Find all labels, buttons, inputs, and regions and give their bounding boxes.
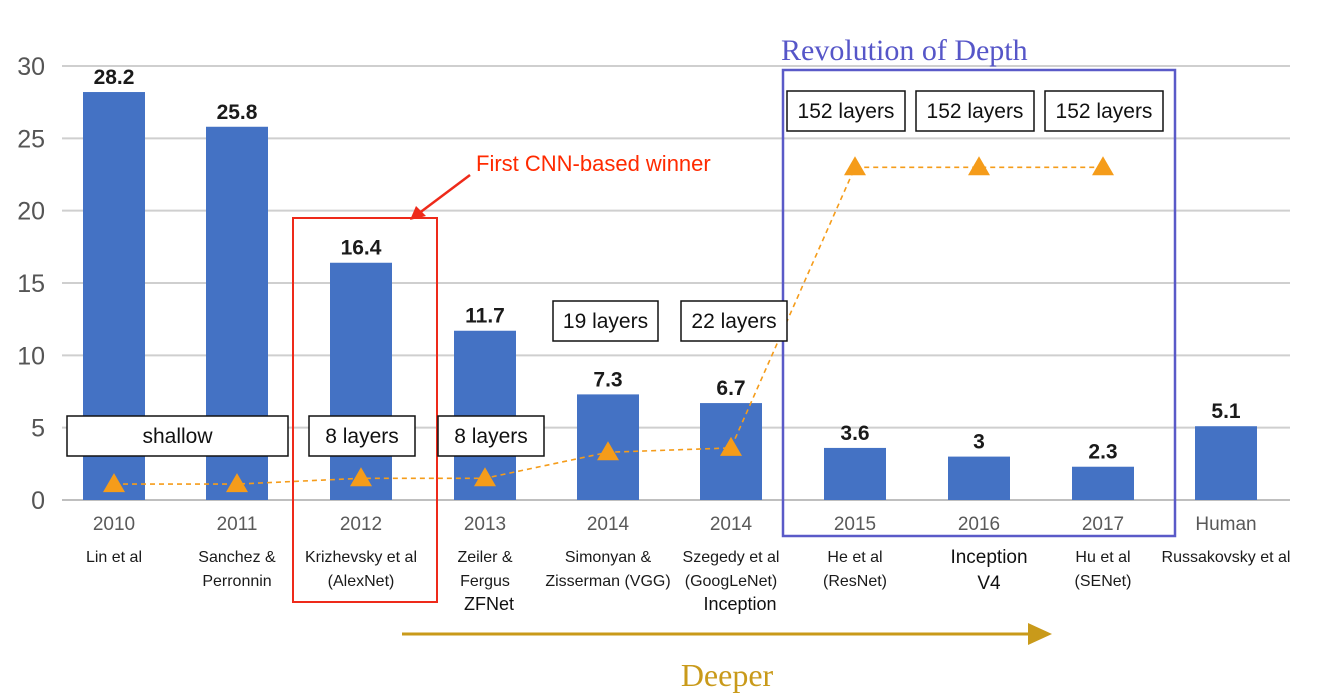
y-tick-label: 5 <box>31 415 45 443</box>
depth-marker <box>1092 156 1114 176</box>
revolution-of-depth-title: Revolution of Depth <box>781 34 1028 67</box>
x-category-label: 2014 <box>710 514 753 535</box>
depth-marker <box>968 156 990 176</box>
x-category-label: 2016 <box>958 514 1000 535</box>
bar-value-label: 2.3 <box>1088 441 1117 464</box>
first-cnn-label: First CNN-based winner <box>476 151 711 176</box>
x-model-label: Inception <box>950 547 1027 568</box>
x-author-label: Szegedy et al <box>683 549 780 566</box>
layer-count-box <box>786 90 906 132</box>
x-model-label: Inception <box>703 594 776 614</box>
bar-value-label: 11.7 <box>465 305 505 328</box>
bar <box>1195 426 1257 500</box>
depth-marker <box>720 436 742 456</box>
y-tick-label: 25 <box>17 125 45 153</box>
deeper-arrowhead <box>1028 623 1052 645</box>
layer-count-label: 8 layers <box>325 425 399 448</box>
layer-count-label: shallow <box>142 425 213 448</box>
x-author-label: Krizhevsky et al <box>305 549 417 566</box>
y-tick-label: 15 <box>17 270 45 298</box>
depth-trend-line <box>103 156 1114 493</box>
layer-count-label: 152 layers <box>1056 100 1153 123</box>
first-cnn-highlight-box <box>292 217 438 603</box>
layer-count-box <box>1044 90 1164 132</box>
x-model-label: ZFNet <box>464 594 514 614</box>
y-axis-tick-labels: 0 5 10 15 20 25 30 <box>17 53 45 515</box>
depth-marker <box>844 156 866 176</box>
bar-value-label: 7.3 <box>593 368 622 391</box>
layer-count-box <box>437 415 545 457</box>
first-cnn-arrowhead <box>410 206 426 220</box>
x-author-label: (SENet) <box>1075 573 1132 590</box>
x-author-label: Sanchez & <box>198 549 276 566</box>
bar <box>330 262 392 500</box>
x-author-label: Perronnin <box>202 573 271 590</box>
x-model-label: V4 <box>977 573 1001 594</box>
layer-count-box <box>308 415 416 457</box>
bar-value-label: 6.7 <box>716 377 745 400</box>
bar <box>1072 466 1134 500</box>
x-author-label: Russakovsky et al <box>1162 549 1291 566</box>
x-category-label: 2013 <box>464 514 506 535</box>
y-tick-label: 10 <box>17 342 45 370</box>
x-author-label: (AlexNet) <box>328 573 395 590</box>
layer-count-label: 152 layers <box>798 100 895 123</box>
x-author-label: (GoogLeNet) <box>685 573 778 590</box>
x-author-label: Hu et al <box>1075 549 1130 566</box>
x-author-label: Simonyan & <box>565 549 652 566</box>
x-author-label: Fergus <box>460 573 510 590</box>
layer-count-box <box>680 300 788 342</box>
x-category-label: 2010 <box>93 514 135 535</box>
bar-value-label: 25.8 <box>217 101 258 124</box>
layer-count-label: 152 layers <box>927 100 1024 123</box>
x-category-label: 2014 <box>587 514 630 535</box>
y-tick-label: 0 <box>31 487 45 515</box>
depth-marker <box>350 467 372 487</box>
layer-count-box <box>915 90 1035 132</box>
layer-count-label: 22 layers <box>691 310 776 333</box>
deeper-label: Deeper <box>681 657 774 693</box>
x-category-label: 2012 <box>340 514 382 535</box>
layer-count-label: 8 layers <box>454 425 528 448</box>
x-author-label: Zisserman (VGG) <box>545 573 670 590</box>
x-axis-labels: 2010 Lin et al 2011 Sanchez & Perronnin 2012 K… <box>86 514 1290 614</box>
depth-marker <box>103 473 125 493</box>
bar-value-label: 28.2 <box>94 66 135 89</box>
bar <box>824 447 886 500</box>
layer-count-labels: shallow 8 layers 8 layers 19 layers 22 layer… <box>66 90 1164 457</box>
layer-count-box <box>66 415 289 457</box>
layer-count-box <box>552 300 659 342</box>
bar-value-labels: 28.2 25.8 16.4 11.7 7.3 6.7 3.6 3 2.3 5.1 <box>94 66 1241 464</box>
x-category-label: 2017 <box>1082 514 1124 535</box>
x-category-label: Human <box>1195 514 1256 535</box>
y-tick-label: 20 <box>17 198 45 226</box>
x-category-label: 2011 <box>217 514 258 535</box>
bar-value-label: 3.6 <box>840 422 869 445</box>
x-author-label: (ResNet) <box>823 573 887 590</box>
bar-value-label: 5.1 <box>1211 400 1241 423</box>
x-author-label: He et al <box>827 549 882 566</box>
first-cnn-arrow <box>417 174 471 215</box>
x-category-label: 2015 <box>834 514 876 535</box>
x-author-label: Lin et al <box>86 549 142 566</box>
y-tick-label: 30 <box>17 53 45 81</box>
depth-marker <box>474 467 496 487</box>
bar-value-label: 3 <box>973 431 985 454</box>
depth-marker <box>226 473 248 493</box>
x-author-label: Zeiler & <box>457 549 512 566</box>
bar <box>948 456 1010 500</box>
bar-value-label: 16.4 <box>341 237 382 260</box>
depth-marker <box>597 441 619 461</box>
layer-count-label: 19 layers <box>563 310 648 333</box>
